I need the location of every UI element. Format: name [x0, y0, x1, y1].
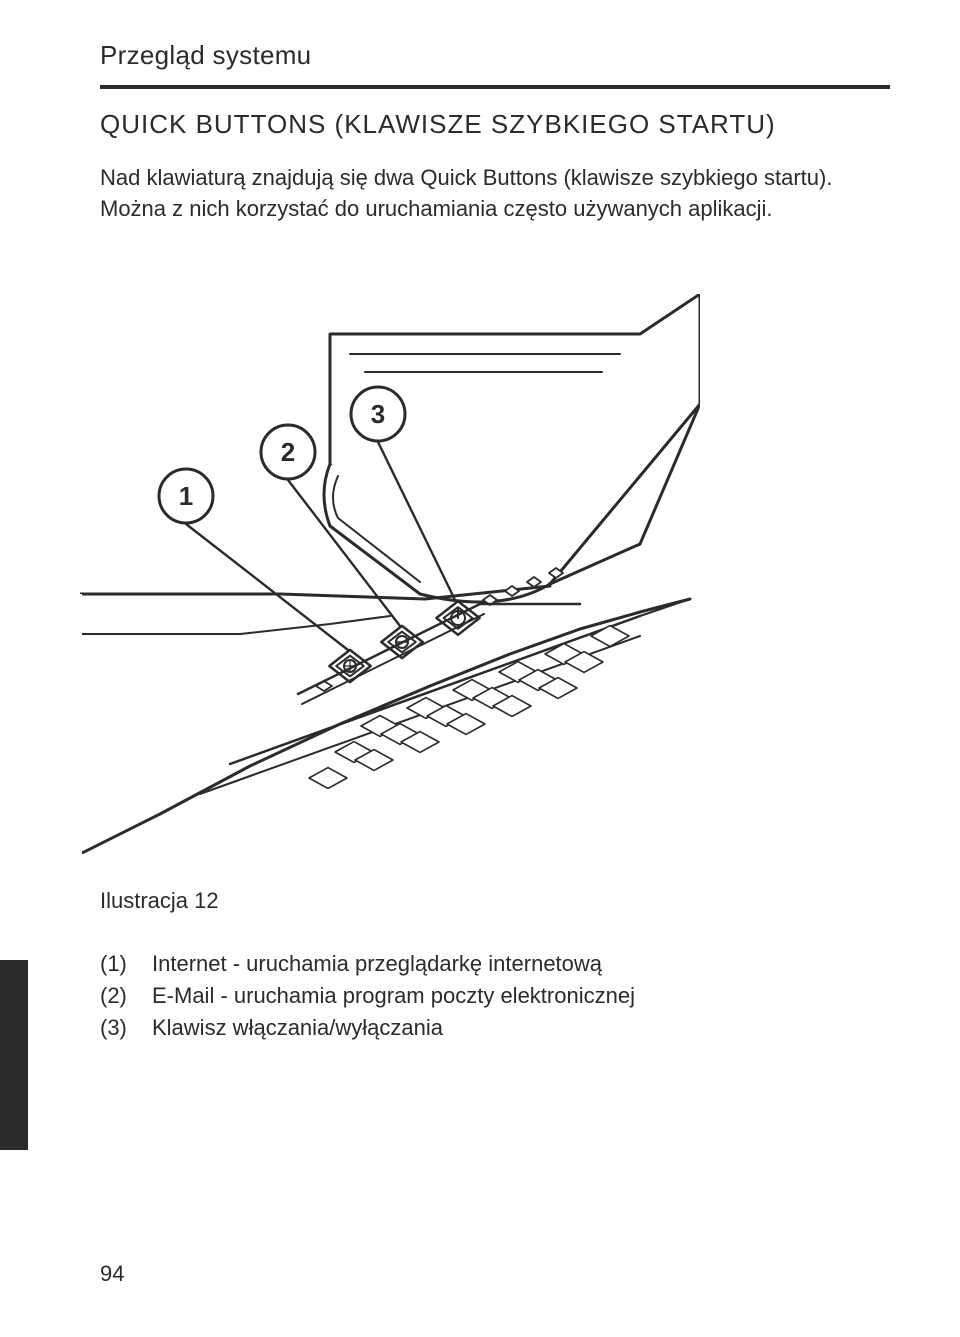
legend-number: (3): [100, 1012, 152, 1044]
svg-text:2: 2: [281, 437, 295, 467]
divider: [100, 85, 890, 89]
side-tab: [0, 960, 28, 1150]
legend-number: (2): [100, 980, 152, 1012]
svg-text:3: 3: [371, 399, 385, 429]
running-head: Przegląd systemu: [100, 40, 890, 71]
legend-text: Klawisz włączania/wyłączania: [152, 1012, 443, 1044]
legend: (1)Internet - uruchamia przeglądarkę int…: [100, 948, 890, 1044]
legend-text: E-Mail - uruchamia program poczty elektr…: [152, 980, 635, 1012]
figure-caption: Ilustracja 12: [100, 888, 890, 914]
section-title: QUICK BUTTONS (KLAWISZE SZYBKIEGO STARTU…: [100, 109, 890, 140]
legend-row: (2)E-Mail - uruchamia program poczty ele…: [100, 980, 890, 1012]
figure: 1 2 3: [80, 294, 890, 884]
svg-text:1: 1: [179, 481, 193, 511]
legend-row: (3)Klawisz włączania/wyłączania: [100, 1012, 890, 1044]
body-paragraph: Nad klawiaturą znajdują się dwa Quick Bu…: [100, 162, 890, 224]
legend-row: (1)Internet - uruchamia przeglądarkę int…: [100, 948, 890, 980]
legend-text: Internet - uruchamia przeglądarkę intern…: [152, 948, 602, 980]
laptop-illustration: 1 2 3: [80, 294, 700, 854]
page-number: 94: [100, 1261, 124, 1287]
legend-number: (1): [100, 948, 152, 980]
